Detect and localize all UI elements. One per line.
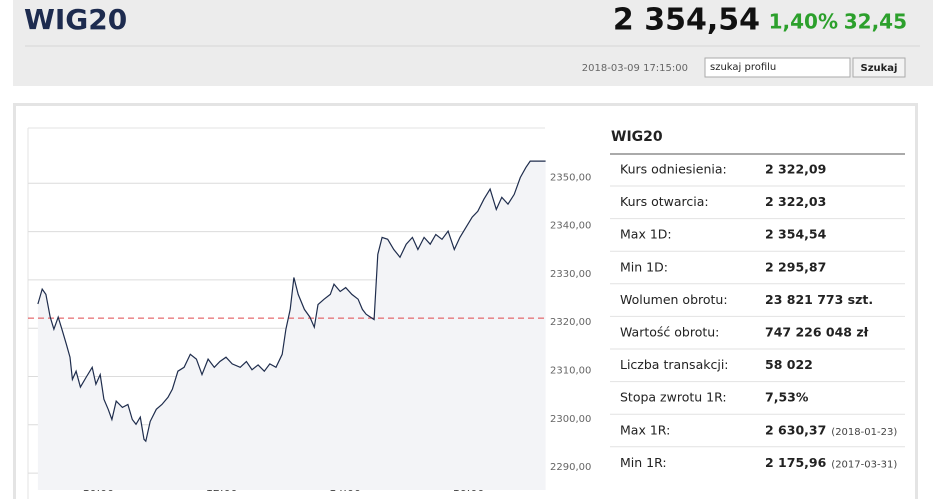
row-label: Stopa zwrotu 1R: — [620, 390, 727, 405]
row-value: 7,53% — [765, 390, 809, 405]
index-title: WIG20 — [24, 3, 127, 36]
row-label: Wolumen obrotu: — [620, 292, 728, 307]
search-button-label: Szukaj — [861, 63, 898, 74]
y-tick-label: 2350,00 — [550, 172, 591, 183]
row-label: Max 1R: — [620, 422, 670, 437]
price-line — [37, 160, 546, 443]
y-tick-label: 2310,00 — [550, 365, 591, 376]
row-value: 23 821 773 szt. — [765, 292, 873, 307]
row-date: (2017-03-31) — [831, 459, 897, 470]
area — [37, 161, 546, 490]
row-value: 2 354,54 — [765, 227, 827, 242]
row-value: 2 630,37 — [765, 422, 826, 437]
change-pct: 1,40% — [769, 10, 838, 34]
row-value: 2 322,03 — [765, 194, 826, 209]
search-input[interactable] — [704, 57, 851, 78]
row-value: 58 022 — [765, 357, 813, 372]
y-tick-label: 2340,00 — [550, 221, 591, 232]
row-label: Max 1D: — [620, 227, 672, 242]
row-label: Kurs odniesienia: — [620, 162, 727, 177]
y-tick-label: 2290,00 — [550, 462, 591, 473]
row-label: Min 1R: — [620, 455, 667, 470]
row-value: 2 295,87 — [765, 259, 826, 274]
row-value: 2 175,96 — [765, 455, 827, 470]
search-button[interactable] — [852, 57, 906, 78]
y-tick-label: 2300,00 — [550, 414, 591, 425]
y-tick-label: 2320,00 — [550, 317, 591, 328]
row-label: Wartość obrotu: — [620, 325, 719, 340]
change: 32,45 — [844, 10, 907, 34]
row-label: Kurs otwarcia: — [620, 194, 709, 209]
timestamp: 2018-03-09 17:15:00 — [582, 63, 688, 74]
row-label: Liczba transakcji: — [620, 357, 729, 372]
row-value: 747 226 048 zł — [765, 325, 869, 340]
price: 2 354,54 — [613, 3, 760, 38]
y-tick-label: 2330,00 — [550, 269, 591, 280]
row-label: Min 1D: — [620, 259, 668, 274]
search-placeholder: szukaj profilu — [710, 62, 776, 73]
row-value: 2 322,09 — [765, 162, 826, 177]
table-title: WIG20 — [611, 129, 663, 145]
row-date: (2018-01-23) — [831, 427, 897, 438]
